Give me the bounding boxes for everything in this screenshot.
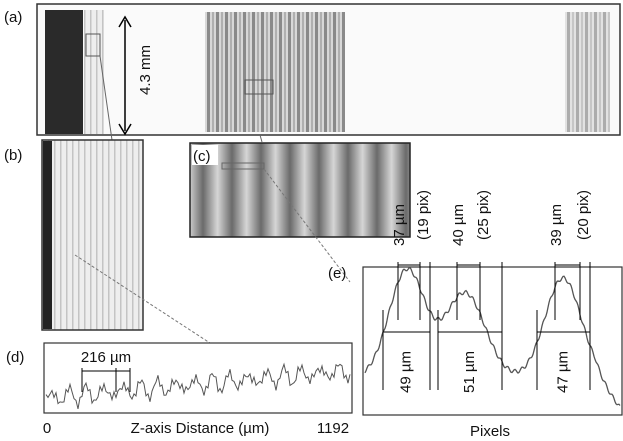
connector — [74, 254, 211, 344]
label-bg — [192, 145, 218, 165]
x-end: 1192 — [317, 420, 349, 437]
top-width: 39 µm — [548, 204, 565, 246]
connector — [263, 168, 351, 283]
x-start: 0 — [43, 420, 51, 437]
arrow-heads — [118, 15, 132, 136]
panel-label: (a) — [4, 9, 22, 26]
panel-d-frame — [43, 342, 353, 414]
top-pixels: (19 pix) — [415, 190, 432, 240]
panel-label: (e) — [328, 265, 346, 282]
panel-label: (c) — [193, 148, 211, 165]
panel-label: (d) — [6, 349, 24, 366]
stripe-region — [205, 12, 345, 132]
signal — [364, 266, 621, 406]
top-pixels: (25 pix) — [475, 190, 492, 240]
connector — [99, 55, 113, 141]
base-width: 47 µm — [555, 351, 572, 393]
zoom-box — [244, 79, 274, 95]
panel-b-frame — [41, 139, 144, 331]
signal — [45, 362, 351, 410]
top-width: 40 µm — [450, 204, 467, 246]
zoom-box — [221, 162, 265, 170]
stripe-region — [565, 12, 610, 132]
x-title: Pixels — [470, 423, 510, 440]
top-pixels: (20 pix) — [575, 190, 592, 240]
scale-label: 4.3 mm — [137, 45, 154, 95]
base-width: 51 µm — [461, 351, 478, 393]
panel-label: (b) — [4, 147, 22, 164]
dark-strip — [45, 10, 83, 134]
x-title: Z-axis Distance (µm) — [131, 420, 270, 437]
spacing-label: 216 µm — [81, 349, 131, 366]
panel-c-frame — [189, 142, 411, 238]
top-width: 37 µm — [391, 204, 408, 246]
fine-stripes — [84, 10, 104, 134]
zoom-box — [85, 33, 101, 57]
panel-e-frame — [362, 266, 623, 416]
base-width: 49 µm — [398, 351, 415, 393]
connector — [259, 134, 263, 143]
dark-edge — [43, 141, 52, 329]
